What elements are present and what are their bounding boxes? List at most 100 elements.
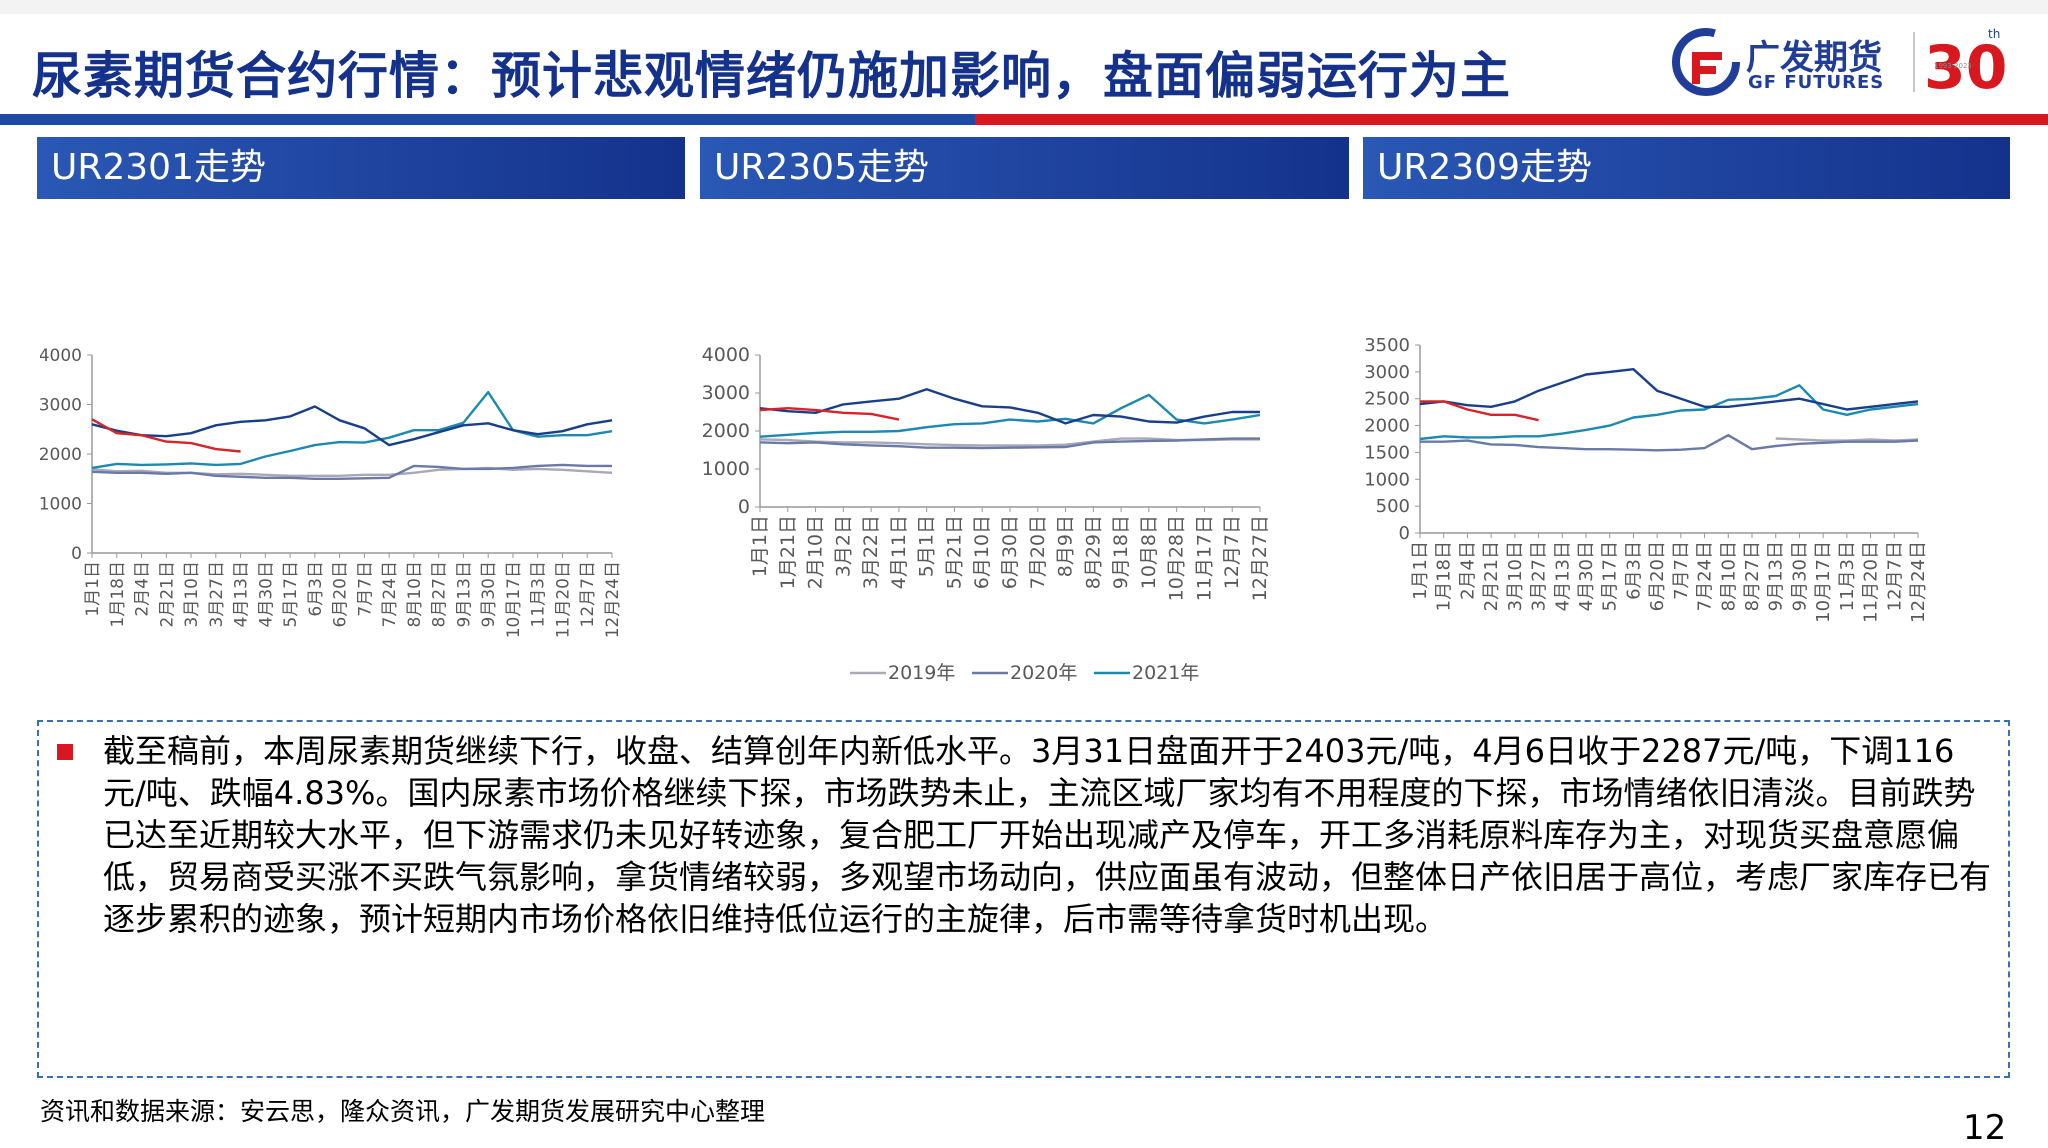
x-tick-label: 10月17日 xyxy=(1813,541,1834,623)
x-tick-label: 10月17日 xyxy=(504,561,524,638)
x-tick-label: 9月30日 xyxy=(479,561,499,627)
y-tick-label: 2500 xyxy=(1364,389,1410,410)
svg-text:30: 30 xyxy=(1924,33,2008,102)
x-tick-label: 5月21日 xyxy=(943,515,965,589)
x-tick-label: 3月27日 xyxy=(1529,541,1550,611)
x-tick-label: 11月20日 xyxy=(1861,541,1882,623)
y-tick-label: 4000 xyxy=(40,346,82,366)
logo-name-cn: 广发期货 xyxy=(1746,38,1882,78)
x-tick-label: 1月18日 xyxy=(1434,541,1455,611)
analysis-box: 截至稿前，本周尿素期货继续下行，收盘、结算创年内新低水平。3月31日盘面开于24… xyxy=(37,720,2010,1078)
panel-header-ur2305: UR2305走势 xyxy=(700,137,1349,199)
bullet-marker xyxy=(57,744,73,760)
x-tick-label: 3月10日 xyxy=(1505,541,1526,611)
y-tick-label: 4000 xyxy=(702,344,750,366)
x-tick-label: 6月3日 xyxy=(1623,541,1644,600)
x-tick-label: 5月17日 xyxy=(281,561,301,627)
x-tick-label: 3月22日 xyxy=(860,515,882,589)
x-tick-label: 2月10日 xyxy=(805,515,827,589)
gf-logo-icon xyxy=(1672,28,1740,96)
x-tick-label: 5月1日 xyxy=(916,515,938,577)
y-tick-label: 1000 xyxy=(1364,469,1410,490)
x-tick-label: 7月24日 xyxy=(1695,541,1716,611)
x-tick-label: 12月24日 xyxy=(1908,541,1929,623)
chart-ur2305-svg: 0 1000 2000 3000 4000 1月1日 1月21日 2月10日 3月2日 3月22日… xyxy=(702,344,1271,724)
chart-ur2301: 0 1000 2000 3000 4000 1月1日 1月18日 2月4日 2月21日 3月10日… xyxy=(39,320,680,750)
x-tick-label: 2月21日 xyxy=(1481,541,1502,611)
x-tick-label: 8月10日 xyxy=(405,561,425,627)
logo-divider xyxy=(1913,32,1915,92)
y-tick-label: 0 xyxy=(1399,523,1410,544)
logo-name-en: GF FUTURES xyxy=(1748,72,1885,93)
y-tick-label: 0 xyxy=(71,544,82,564)
y-tick-label: 0 xyxy=(738,496,750,518)
x-tick-label: 12月24日 xyxy=(603,561,623,638)
anniversary-30-icon: 30 th 1993 2023 xyxy=(1924,27,2008,102)
x-tick-label: 1月1日 xyxy=(749,515,771,577)
x-tick-label: 6月20日 xyxy=(331,561,351,627)
x-tick-label: 12月27日 xyxy=(1249,515,1271,601)
y-tick-label: 3000 xyxy=(702,382,750,404)
x-tick-label: 9月30日 xyxy=(1789,541,1810,611)
y-tick-label: 3000 xyxy=(40,396,82,416)
x-tick-label: 11月3日 xyxy=(529,561,549,627)
x-tick-label: 8月27日 xyxy=(1742,541,1763,611)
svg-text:1993 2023: 1993 2023 xyxy=(1934,62,1972,70)
x-tick-label: 1月1日 xyxy=(1410,541,1431,600)
company-logo: 广发期货 GF FUTURES 30 th 1993 2023 xyxy=(1668,22,2008,102)
x-tick-label: 11月3日 xyxy=(1837,541,1858,611)
series-line-2020年 xyxy=(759,437,1260,450)
series-line-2021年 xyxy=(1419,384,1919,441)
x-tick-label: 3月2日 xyxy=(832,515,854,577)
x-tick-label: 2月21日 xyxy=(157,561,177,627)
x-tick-label: 1月21日 xyxy=(777,515,799,589)
x-tick-label: 1月18日 xyxy=(108,561,128,627)
series-line-2021年 xyxy=(759,393,1261,438)
x-tick-label: 8月10日 xyxy=(1718,541,1739,611)
x-tick-label: 2月4日 xyxy=(1457,541,1478,600)
data-source: 资讯和数据来源：安云思，隆众资讯，广发期货发展研究中心整理 xyxy=(40,1097,766,1126)
series-line-2021年 xyxy=(91,390,613,470)
legend-label: 2021年 xyxy=(1132,662,1199,684)
x-tick-label: 3月27日 xyxy=(207,561,227,627)
y-tick-label: 500 xyxy=(1376,496,1410,517)
x-tick-label: 4月30日 xyxy=(256,561,276,627)
x-tick-label: 6月30日 xyxy=(999,515,1021,589)
x-tick-label: 7月24日 xyxy=(380,561,400,627)
x-tick-label: 9月13日 xyxy=(1766,541,1787,611)
x-tick-label: 12月7日 xyxy=(1221,515,1243,589)
header-band-red xyxy=(975,114,2048,125)
series-line-2019年 xyxy=(1775,437,1919,442)
x-tick-label: 2月4日 xyxy=(133,561,153,617)
top-strip xyxy=(0,0,2048,14)
series-line-2020年 xyxy=(1420,433,1919,452)
y-tick-label: 1000 xyxy=(40,495,82,515)
y-tick-label: 3500 xyxy=(1364,335,1410,356)
x-tick-label: 7月20日 xyxy=(1027,515,1049,589)
x-tick-label: 7月7日 xyxy=(1671,541,1692,600)
x-tick-label: 6月3日 xyxy=(306,561,326,617)
legend-label: 2020年 xyxy=(1010,662,1077,684)
panel-header-ur2301: UR2301走势 xyxy=(37,137,685,199)
y-tick-label: 1500 xyxy=(1364,442,1410,463)
page-number: 12 xyxy=(1963,1108,2007,1148)
series-line-2022年 xyxy=(91,405,613,447)
x-tick-label: 8月29日 xyxy=(1082,515,1104,589)
x-tick-label: 11月17日 xyxy=(1193,515,1215,601)
y-tick-label: 2000 xyxy=(702,420,750,442)
legend-label: 2019年 xyxy=(888,662,955,684)
y-tick-label: 2000 xyxy=(1364,416,1410,437)
x-tick-label: 6月10日 xyxy=(971,515,993,589)
x-tick-label: 4月11日 xyxy=(888,515,910,589)
chart-ur2309: 0 500 1000 1500 2000 2500 3000 3500 1月1日 1月18日 2月4… xyxy=(1360,320,2010,738)
x-tick-label: 6月20日 xyxy=(1647,541,1668,611)
y-tick-label: 3000 xyxy=(1364,362,1410,383)
x-tick-label: 1月1日 xyxy=(83,561,103,617)
chart-ur2301-svg: 0 1000 2000 3000 4000 1月1日 1月18日 2月4日 2月21日 3月10日… xyxy=(39,346,665,750)
x-tick-label: 12月7日 xyxy=(1884,541,1905,611)
series-line-2023年 xyxy=(759,406,900,421)
analysis-text: 截至稿前，本周尿素期货继续下行，收盘、结算创年内新低水平。3月31日盘面开于24… xyxy=(103,732,1992,938)
series-line-2022年 xyxy=(759,387,1260,425)
chart-ur2305: 0 1000 2000 3000 4000 1月1日 1月21日 2月10日 3月2日 3月22日… xyxy=(700,320,1350,724)
x-tick-label: 10月8日 xyxy=(1138,515,1160,589)
